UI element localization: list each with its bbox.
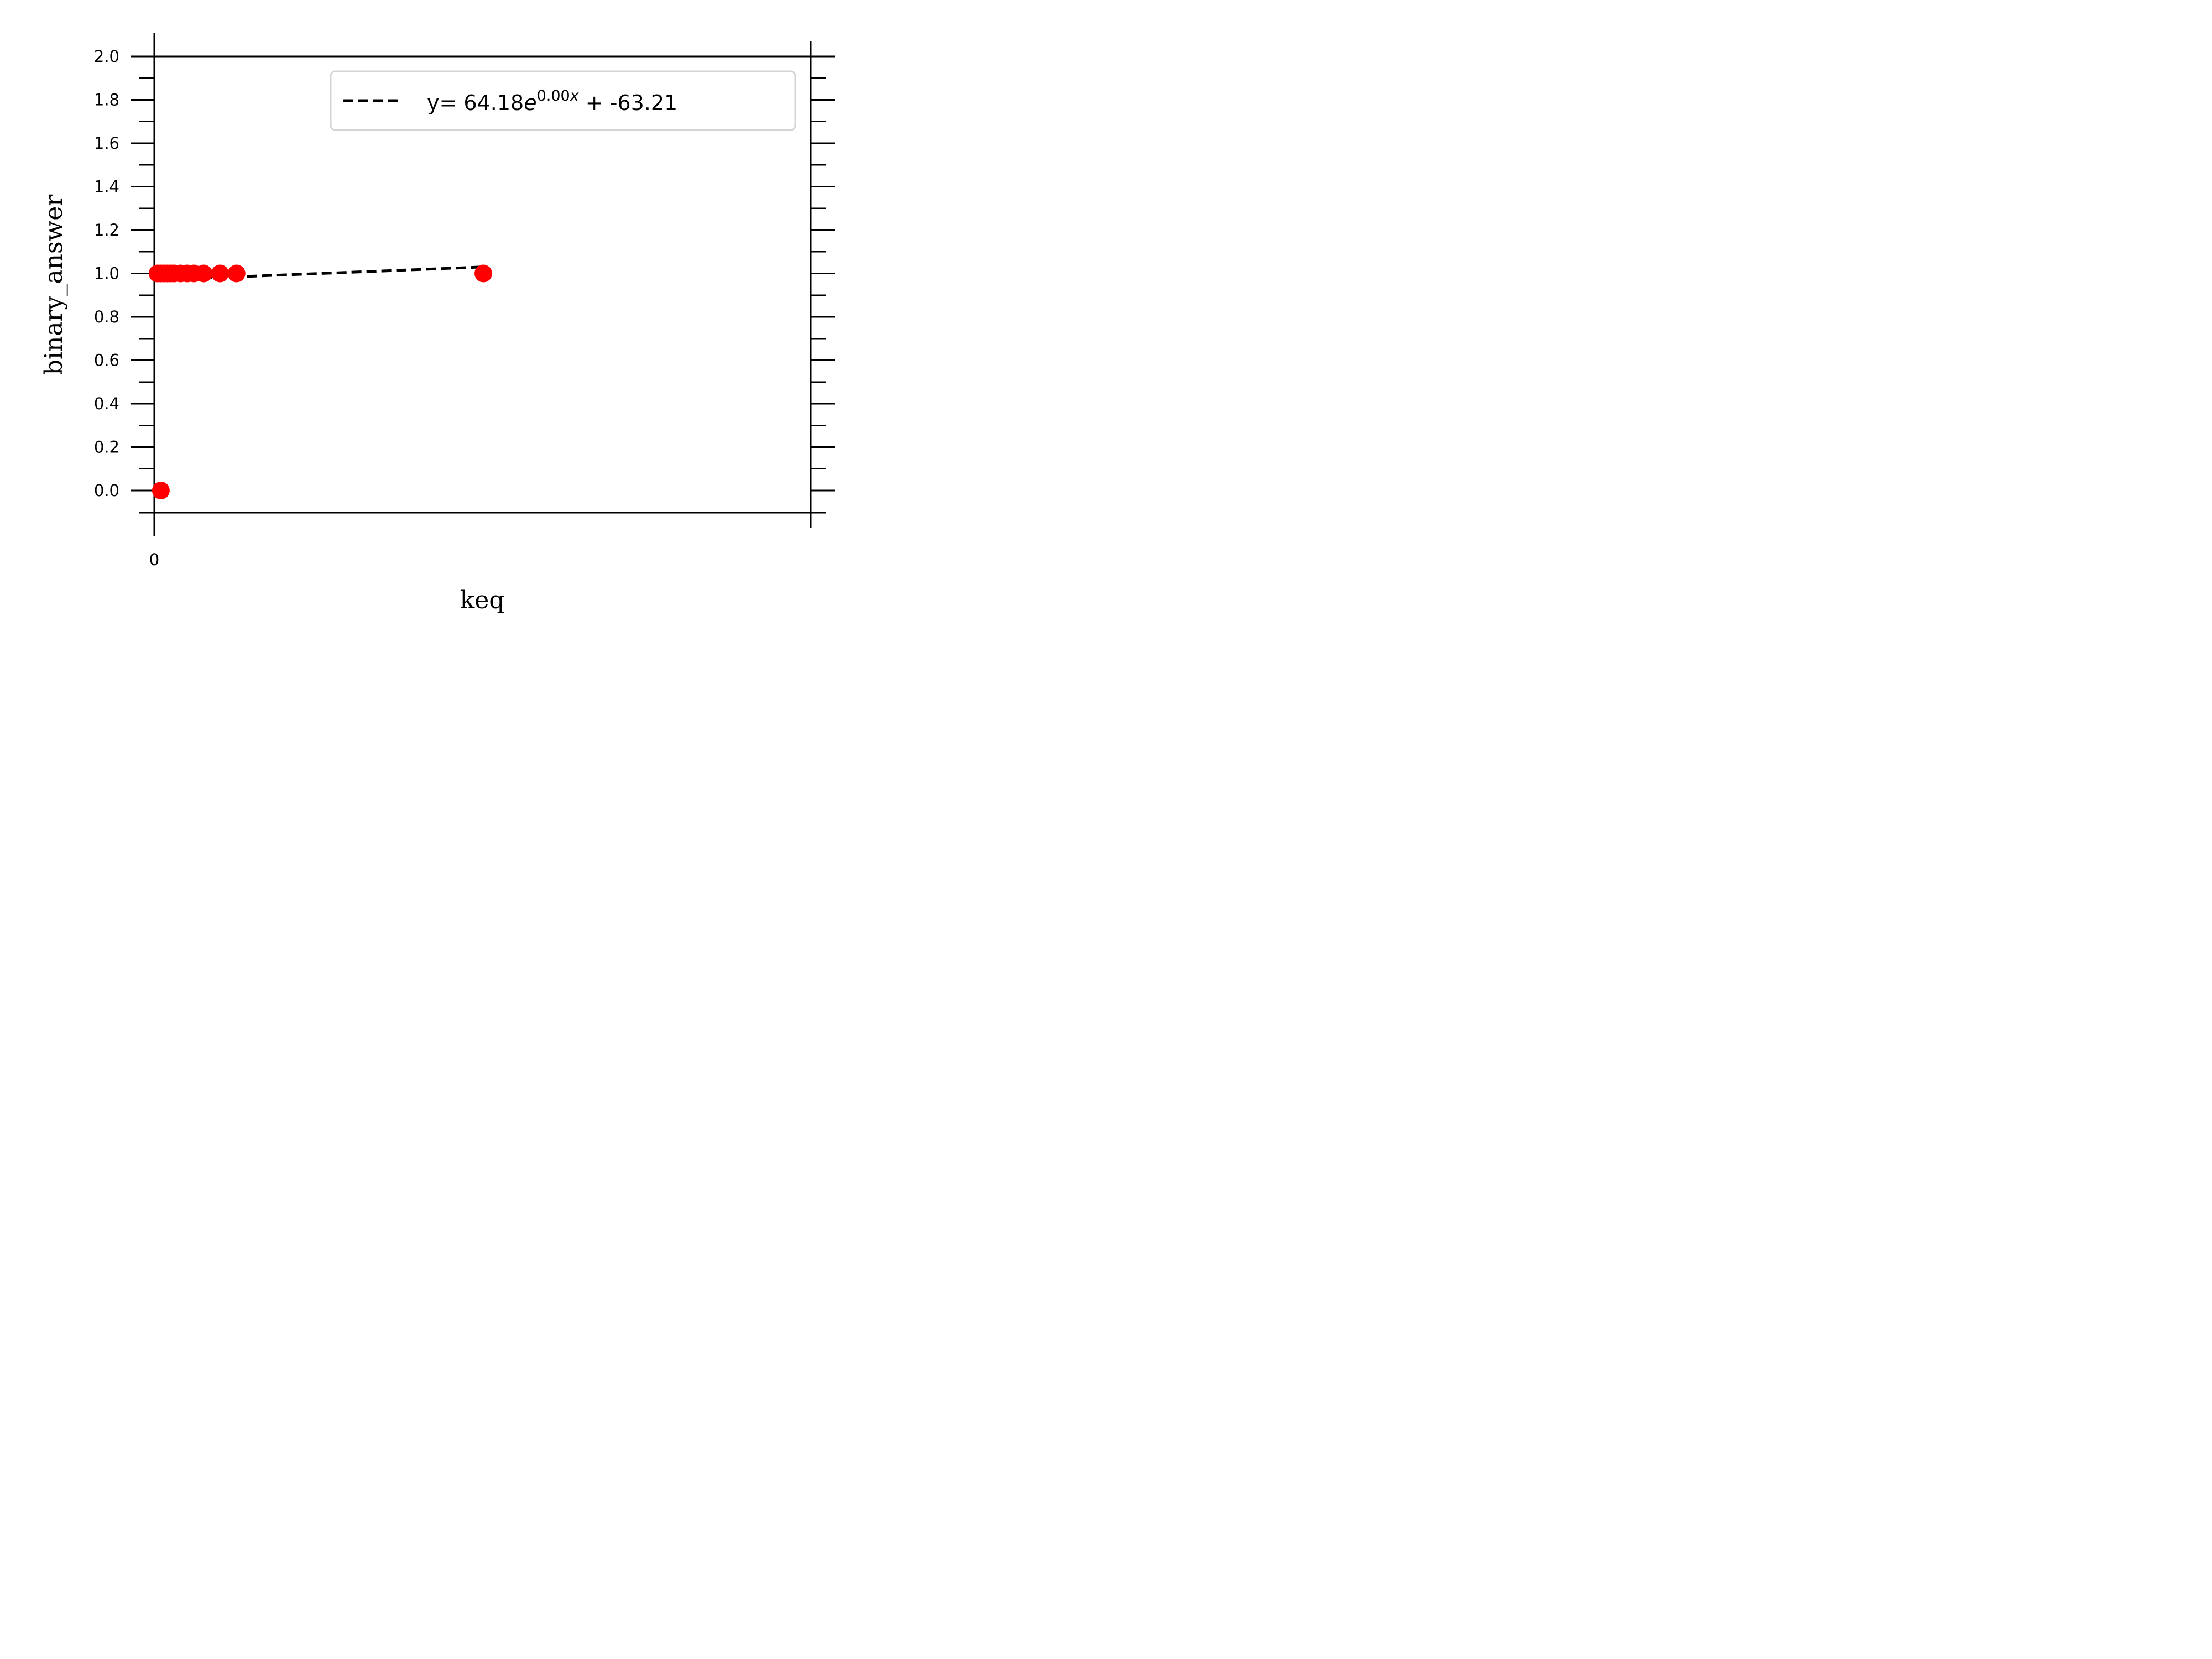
y-tick-label: 0.0: [94, 481, 119, 500]
y-axis-ticks: [131, 55, 835, 513]
y-tick-label: 1.4: [94, 178, 119, 196]
y-tick-label: 0.6: [94, 351, 119, 370]
legend-fit-label-e: e: [524, 91, 536, 115]
legend-fit-label: y= 64.18e0.00x + -63.21: [427, 87, 677, 115]
chart-figure: 0.00.20.40.60.81.01.21.41.61.82.0 0 keq …: [40, 33, 835, 614]
data-point-13: [474, 264, 492, 283]
x-tick-label-0: 0: [149, 550, 159, 569]
data-point-12: [227, 264, 246, 283]
data-point-10: [195, 264, 213, 283]
fit-line: [157, 265, 484, 281]
y-tick-label: 0.4: [94, 394, 119, 413]
y-tick-label: 0.8: [94, 307, 119, 326]
y-tick-label: 1.6: [94, 134, 119, 153]
data-points: [148, 264, 492, 499]
y-axis-tick-labels: 0.0 0.2 0.4 0.6 0.8 1.0 1.2 1.4 1.6 1.8 2.0: [94, 47, 119, 500]
legend-fit-label-main: y= 64.18: [427, 91, 524, 115]
legend-fit-label-exponent-x: x: [570, 87, 580, 105]
legend-fit-label-tail: + -63.21: [579, 91, 678, 115]
y-tick-label: 2.0: [94, 47, 119, 66]
y-tick-label: 1.2: [94, 221, 119, 239]
legend: y= 64.18e0.00x + -63.21: [330, 70, 796, 131]
y-tick-label: 1.0: [94, 264, 119, 283]
legend-fit-label-exponent: 0.00: [537, 87, 570, 105]
fit-line-layer: [157, 265, 484, 281]
data-point-11: [211, 264, 229, 283]
legend-box: [330, 70, 796, 131]
x-axis-title: keq: [460, 586, 505, 614]
y-tick-label: 0.2: [94, 438, 119, 457]
data-point-0: [152, 482, 170, 499]
y-axis-title: binary_answer: [40, 194, 68, 375]
plot-area: [154, 56, 811, 513]
y-tick-label: 1.8: [94, 91, 119, 109]
